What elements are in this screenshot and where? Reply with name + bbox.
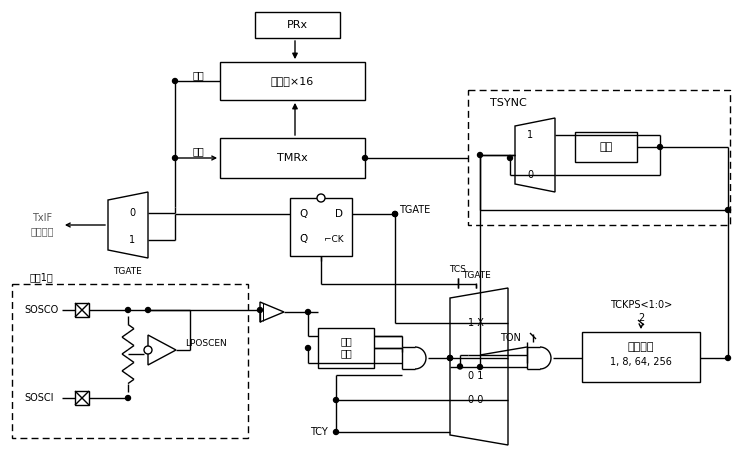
Circle shape <box>333 429 339 434</box>
Bar <box>220 138 365 178</box>
Circle shape <box>448 355 452 360</box>
Text: TSYNC: TSYNC <box>489 98 526 108</box>
Circle shape <box>477 153 483 158</box>
Text: 1, 8, 64, 256: 1, 8, 64, 256 <box>610 357 672 367</box>
Circle shape <box>173 156 177 161</box>
Circle shape <box>393 212 397 217</box>
Text: 0 0: 0 0 <box>468 395 483 405</box>
Text: 0: 0 <box>129 208 135 218</box>
Text: ⌐CK: ⌐CK <box>324 236 344 245</box>
Text: TMRx: TMRx <box>277 153 308 163</box>
Bar <box>220 62 365 100</box>
Bar <box>290 198 352 256</box>
Text: TGATE: TGATE <box>112 267 142 276</box>
Circle shape <box>305 345 311 350</box>
Bar <box>582 332 700 382</box>
Text: 同步: 同步 <box>340 348 352 358</box>
Circle shape <box>507 156 513 161</box>
Text: LPOSCEN: LPOSCEN <box>185 339 227 347</box>
Circle shape <box>333 398 339 403</box>
Text: （注1）: （注1） <box>30 272 54 282</box>
Circle shape <box>363 156 367 161</box>
Circle shape <box>458 364 462 369</box>
Bar <box>75 303 89 317</box>
Circle shape <box>448 355 452 360</box>
Circle shape <box>125 307 130 312</box>
Circle shape <box>725 207 731 212</box>
Text: TON: TON <box>500 333 520 343</box>
Text: 1: 1 <box>527 130 533 140</box>
Bar <box>575 132 637 162</box>
Text: 1 X: 1 X <box>468 318 484 328</box>
Text: 2: 2 <box>638 313 644 323</box>
Circle shape <box>258 307 262 312</box>
Text: TCKPS<1:0>: TCKPS<1:0> <box>610 300 672 310</box>
Text: 复位: 复位 <box>192 146 204 156</box>
Circle shape <box>305 310 311 315</box>
Bar <box>255 12 340 38</box>
Text: SOSCI: SOSCI <box>24 393 54 403</box>
Text: 0 1: 0 1 <box>468 371 483 381</box>
Text: PRx: PRx <box>287 20 308 30</box>
Text: TCS: TCS <box>449 266 467 275</box>
Circle shape <box>477 365 483 370</box>
Bar <box>468 90 730 225</box>
Text: TGATE: TGATE <box>461 271 490 281</box>
Text: 0: 0 <box>527 170 533 180</box>
Text: SOSCO: SOSCO <box>24 305 58 315</box>
Text: Q: Q <box>299 209 307 219</box>
Circle shape <box>144 346 152 354</box>
Bar <box>12 284 248 438</box>
Circle shape <box>725 355 731 360</box>
Circle shape <box>173 79 177 84</box>
Circle shape <box>657 144 663 149</box>
Text: 预分频器: 预分频器 <box>628 342 654 352</box>
Text: 1: 1 <box>129 235 135 245</box>
Circle shape <box>125 395 130 400</box>
Text: TxIF: TxIF <box>32 213 52 223</box>
Text: TCY: TCY <box>310 427 328 437</box>
Circle shape <box>146 307 151 312</box>
Circle shape <box>393 212 397 217</box>
Text: 比较器×16: 比较器×16 <box>271 76 314 86</box>
Text: 事件标志: 事件标志 <box>30 226 54 236</box>
Circle shape <box>317 194 325 202</box>
Text: 相等: 相等 <box>192 70 204 80</box>
Bar <box>75 391 89 405</box>
Bar <box>318 328 374 368</box>
Text: D: D <box>335 209 343 219</box>
Text: Q̄: Q̄ <box>299 234 307 244</box>
Text: 同步: 同步 <box>599 142 612 152</box>
Text: TGATE: TGATE <box>400 205 431 215</box>
Text: 门控: 门控 <box>340 336 352 346</box>
